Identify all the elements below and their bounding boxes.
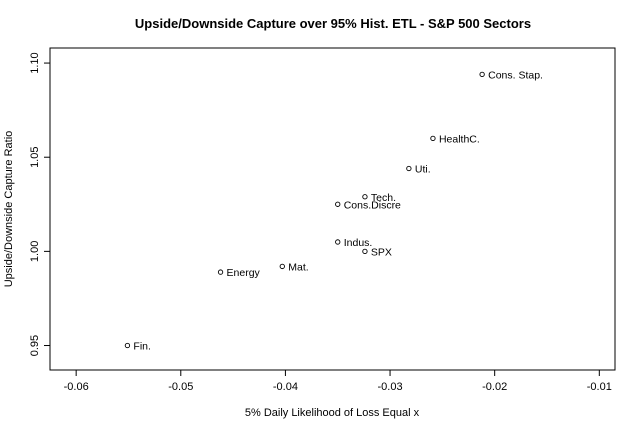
data-point xyxy=(430,135,436,142)
y-tick-label: 1.05 xyxy=(29,147,41,168)
data-point xyxy=(279,263,285,270)
data-points: Cons. Stap. HealthC. Uti. Tech.Cons.Discre I… xyxy=(124,69,543,353)
y-tick-label: 0.95 xyxy=(29,335,41,356)
point-label: Cons.Discre xyxy=(344,199,401,211)
x-axis: -0.06 -0.05 -0.04 -0.03 -0.02 -0.01 xyxy=(64,370,612,393)
point-label: Indus. xyxy=(344,237,373,249)
data-point xyxy=(217,269,224,275)
point-label: Energy xyxy=(227,267,261,279)
data-point xyxy=(124,342,131,349)
point-label: Fin. xyxy=(133,341,151,353)
y-tick-label: 1.00 xyxy=(29,241,41,262)
x-tick-label: -0.02 xyxy=(482,381,507,393)
y-axis-label: Upside/Downside Capture Ratio xyxy=(3,131,15,288)
x-tick-label: -0.06 xyxy=(64,381,89,393)
point-label: Cons. Stap. xyxy=(488,69,543,81)
point-label: Uti. xyxy=(415,164,431,176)
x-tick-label: -0.05 xyxy=(168,381,193,393)
x-tick-label: -0.03 xyxy=(378,381,403,393)
point-label: HealthC. xyxy=(439,133,480,145)
point-label: Tech. xyxy=(371,192,396,204)
data-point xyxy=(406,165,412,172)
data-point xyxy=(335,239,341,245)
data-point xyxy=(362,248,368,255)
y-tick-label: 1.10 xyxy=(29,52,41,73)
data-point xyxy=(362,194,368,200)
plot-frame xyxy=(49,47,616,371)
chart-title: Upside/Downside Capture over 95% Hist. E… xyxy=(135,16,531,31)
x-tick-label: -0.01 xyxy=(587,381,612,393)
data-point xyxy=(479,71,485,78)
x-tick-label: -0.04 xyxy=(273,381,298,393)
point-label: SPX xyxy=(371,246,392,258)
point-label: Mat. xyxy=(288,261,308,273)
x-axis-label: 5% Daily Likelihood of Loss Equal x xyxy=(245,407,420,419)
y-axis: 0.95 1.00 1.05 1.10 xyxy=(29,52,50,356)
data-point xyxy=(335,201,341,207)
